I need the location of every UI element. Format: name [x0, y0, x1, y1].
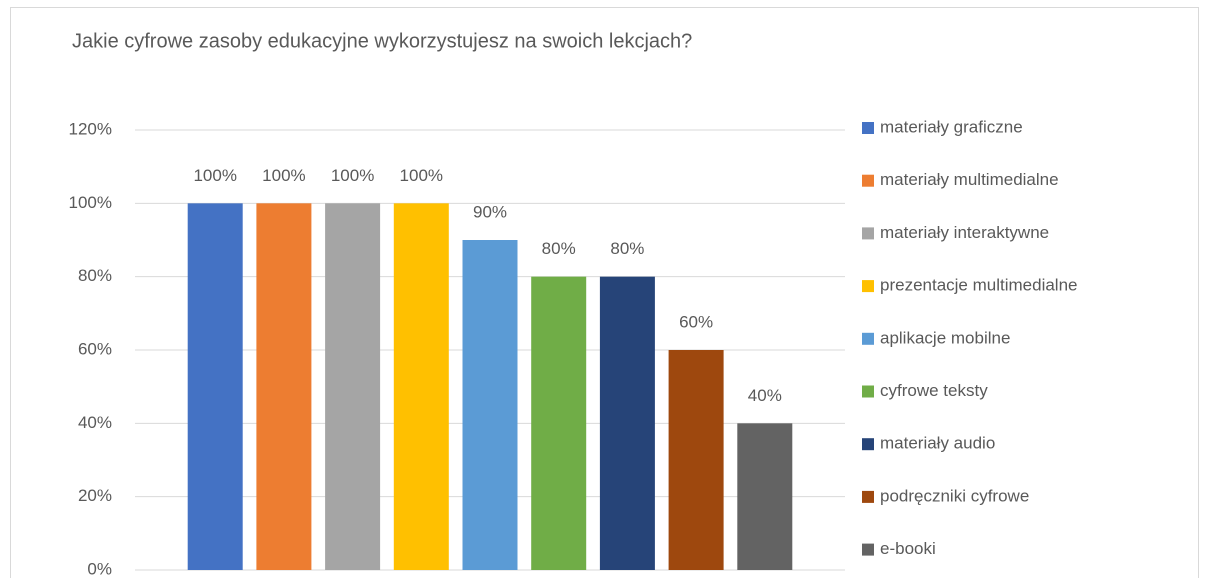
legend-swatch — [862, 122, 874, 134]
value-label: 80% — [542, 239, 576, 258]
bar — [599, 276, 655, 570]
bar — [393, 203, 449, 571]
legend-label: cyfrowe teksty — [880, 381, 988, 400]
legend-swatch — [862, 280, 874, 293]
value-label: 60% — [679, 312, 713, 331]
y-tick-label: 40% — [78, 413, 112, 432]
value-label: 100% — [193, 166, 236, 185]
value-label: 100% — [331, 166, 374, 185]
legend-swatch — [862, 332, 874, 345]
bar — [462, 240, 518, 570]
legend-label: materiały multimedialne — [880, 170, 1059, 189]
chart-title: Jakie cyfrowe zasoby edukacyjne wykorzys… — [72, 30, 692, 52]
bar — [187, 203, 243, 571]
y-tick-label: 20% — [78, 486, 112, 505]
y-tick-label: 120% — [69, 119, 112, 138]
bar — [256, 203, 312, 571]
value-label: 100% — [262, 166, 305, 185]
bar — [737, 423, 793, 570]
legend-swatch — [862, 227, 874, 240]
legend-label: materiały graficzne — [880, 117, 1023, 136]
y-tick-label: 80% — [78, 266, 112, 285]
bar — [325, 203, 381, 571]
legend-label: materiały interaktywne — [880, 223, 1049, 242]
legend-label: e-booki — [880, 539, 936, 558]
y-tick-label: 0% — [87, 559, 112, 578]
value-label: 40% — [748, 386, 782, 405]
value-label: 100% — [400, 166, 443, 185]
legend-label: prezentacje multimedialne — [880, 276, 1078, 295]
legend-label: aplikacje mobilne — [880, 328, 1010, 347]
legend-swatch — [862, 490, 874, 503]
bar — [531, 276, 587, 570]
bar — [668, 350, 724, 570]
legend-swatch — [862, 385, 874, 398]
y-tick-label: 100% — [69, 193, 112, 212]
legend-label: podręczniki cyfrowe — [880, 486, 1029, 505]
legend-label: materiały audio — [880, 434, 995, 453]
y-tick-label: 60% — [78, 339, 112, 358]
legend-swatch — [862, 543, 874, 556]
value-label: 90% — [473, 202, 507, 221]
legend-swatch — [862, 174, 874, 187]
legend-swatch — [862, 438, 874, 451]
value-label: 80% — [610, 239, 644, 258]
